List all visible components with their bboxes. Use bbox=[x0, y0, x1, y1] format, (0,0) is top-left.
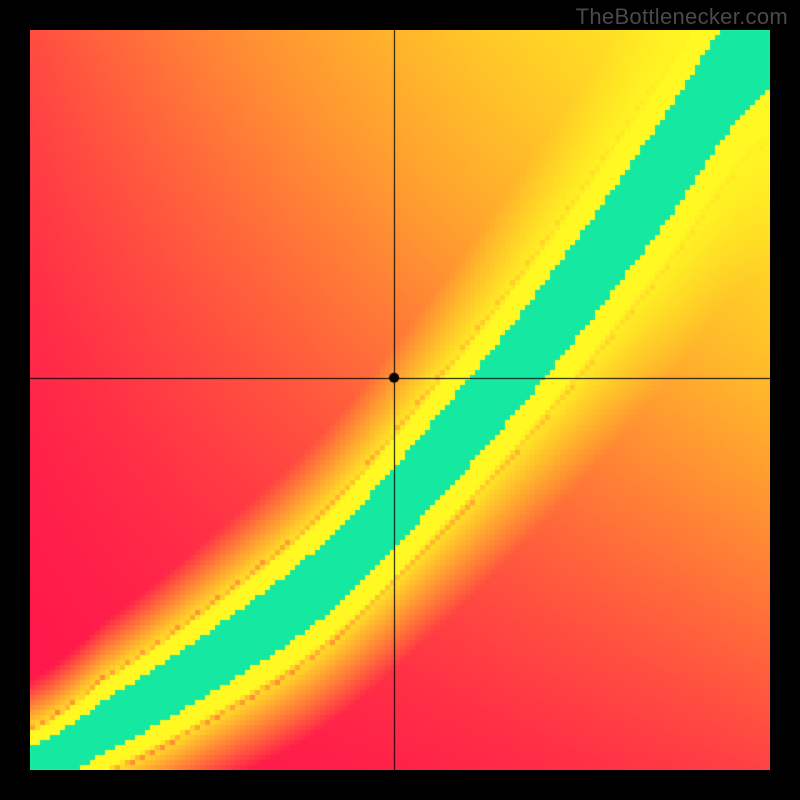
watermark-text: TheBottlenecker.com bbox=[576, 4, 788, 30]
chart-frame: TheBottlenecker.com bbox=[0, 0, 800, 800]
heatmap-canvas bbox=[30, 30, 770, 770]
